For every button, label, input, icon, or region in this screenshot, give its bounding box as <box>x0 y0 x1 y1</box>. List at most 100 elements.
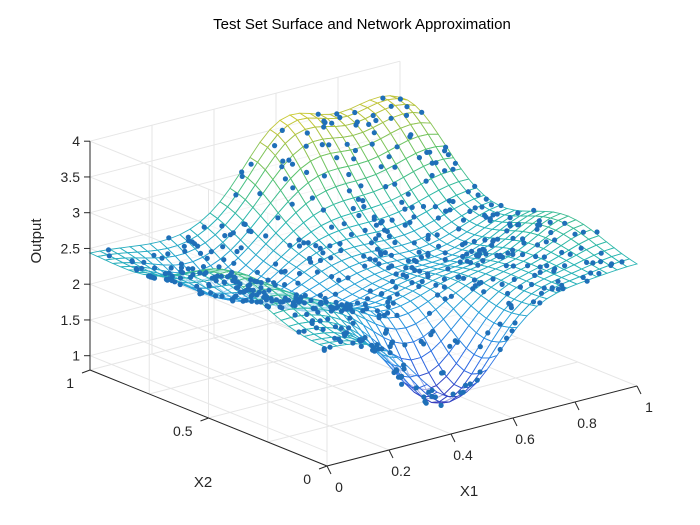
data-point <box>373 236 379 242</box>
data-point <box>442 168 448 174</box>
data-point <box>254 299 260 305</box>
data-point <box>272 282 278 288</box>
data-point <box>346 325 352 331</box>
data-point <box>462 382 469 388</box>
x-tick-label: 1 <box>645 399 653 415</box>
data-point <box>388 103 394 109</box>
data-point <box>505 250 511 256</box>
data-point <box>393 284 399 290</box>
data-point <box>178 268 184 274</box>
data-point <box>360 308 366 314</box>
data-point <box>413 385 419 391</box>
axes-front <box>81 140 642 475</box>
data-point <box>495 236 501 242</box>
data-point <box>234 248 240 255</box>
data-point <box>367 256 373 262</box>
data-point <box>390 300 396 306</box>
data-point <box>461 275 467 281</box>
data-point <box>361 253 367 259</box>
data-point <box>319 142 325 148</box>
data-point <box>194 283 200 289</box>
data-point <box>212 293 219 299</box>
data-point <box>442 296 448 302</box>
z-tick-label: 4 <box>72 133 80 149</box>
data-point <box>559 249 565 256</box>
data-point <box>358 183 364 189</box>
x-tick <box>636 385 642 395</box>
data-point <box>499 281 505 287</box>
data-point <box>336 277 342 283</box>
data-point <box>339 302 345 308</box>
data-point <box>471 277 478 283</box>
data-point <box>369 141 375 147</box>
data-point <box>456 226 462 232</box>
z-tick-label: 1 <box>72 348 80 364</box>
data-point <box>177 275 184 281</box>
data-point <box>362 263 368 269</box>
data-point <box>436 243 442 249</box>
data-point <box>402 222 408 228</box>
data-point <box>482 237 488 243</box>
data-point <box>289 161 296 167</box>
data-point <box>490 237 497 243</box>
z-tick-label: 3 <box>72 205 80 221</box>
data-point <box>429 160 435 166</box>
data-point <box>265 277 271 283</box>
z-tick-label: 3.5 <box>61 169 81 185</box>
data-point <box>317 292 323 298</box>
data-point <box>507 215 513 221</box>
data-point <box>420 203 427 210</box>
data-point <box>356 337 362 343</box>
data-point <box>450 391 456 397</box>
data-point <box>317 300 323 306</box>
data-point <box>445 152 451 158</box>
data-point <box>494 211 500 217</box>
data-point <box>216 264 222 270</box>
data-point <box>454 339 460 345</box>
data-point <box>350 320 356 326</box>
data-point <box>417 268 423 274</box>
data-point <box>169 277 175 284</box>
data-point <box>531 207 537 213</box>
data-point <box>377 250 384 256</box>
data-point <box>392 181 398 187</box>
data-point <box>304 311 310 317</box>
data-point <box>313 325 320 331</box>
data-point <box>459 242 465 248</box>
data-point <box>474 377 480 383</box>
data-point <box>133 266 139 272</box>
data-point <box>426 389 432 395</box>
data-point <box>231 274 237 280</box>
data-point <box>206 283 212 289</box>
data-point <box>320 326 326 332</box>
data-point <box>275 215 281 221</box>
data-point <box>423 400 429 406</box>
y-tick-label: 0.5 <box>173 423 193 439</box>
data-point <box>243 297 249 303</box>
data-point <box>266 287 272 293</box>
data-point <box>426 310 433 316</box>
data-point <box>548 229 554 236</box>
data-point <box>521 240 527 246</box>
data-point <box>387 295 393 301</box>
x-tick <box>574 401 580 411</box>
data-point <box>273 297 279 303</box>
data-point <box>282 176 288 182</box>
data-point <box>254 269 260 275</box>
data-point <box>166 270 172 276</box>
data-point <box>375 346 381 352</box>
data-point <box>373 117 379 124</box>
tick-labels: 0 0.2 0.4 0.6 0.8 1 0 0.5 1 1 1.5 2 2.5 3 3.5 4 <box>61 133 654 495</box>
data-point <box>348 231 354 238</box>
data-point <box>197 270 203 276</box>
data-point <box>245 283 251 289</box>
data-point <box>598 250 604 256</box>
data-point <box>584 278 590 284</box>
data-point <box>191 241 198 247</box>
data-point <box>399 199 405 205</box>
data-point <box>296 243 303 249</box>
data-point <box>185 266 191 272</box>
data-point <box>248 277 254 283</box>
data-point <box>598 259 604 265</box>
data-point <box>469 248 475 254</box>
